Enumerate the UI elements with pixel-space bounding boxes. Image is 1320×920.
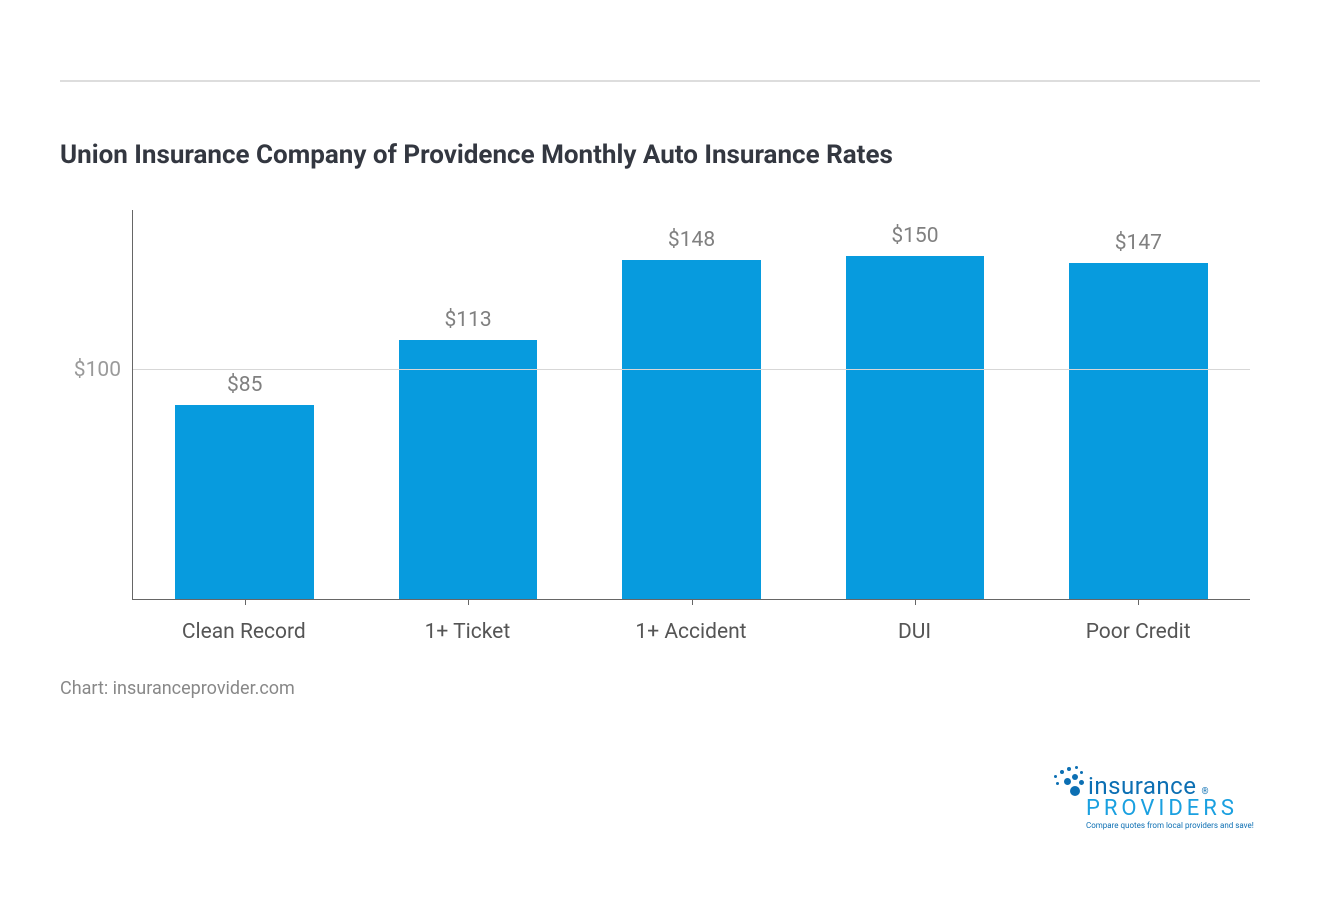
x-tick-mark — [245, 599, 246, 605]
x-axis-label: 1+ Ticket — [356, 610, 580, 650]
x-axis-label: DUI — [803, 610, 1027, 650]
bar-slot: $147 — [1027, 210, 1250, 599]
x-axis-label: Clean Record — [132, 610, 356, 650]
logo-dots-icon — [1050, 764, 1086, 800]
x-tick-mark — [692, 599, 693, 605]
plot-area: $85$113$148$150$147 $100 — [132, 210, 1250, 600]
x-tick-mark — [468, 599, 469, 605]
bars-row: $85 $113 $148 $150 $147 — [133, 210, 1250, 599]
bar — [399, 340, 538, 599]
gridline — [133, 369, 1250, 370]
bar-slot: $85 — [133, 210, 356, 599]
bar — [846, 256, 985, 599]
bar — [1069, 263, 1208, 599]
x-axis-label: Poor Credit — [1026, 610, 1250, 650]
bar — [622, 260, 761, 599]
bar — [175, 405, 314, 600]
x-axis-label: 1+ Accident — [579, 610, 803, 650]
chart-title: Union Insurance Company of Providence Mo… — [60, 140, 1260, 170]
bar-slot: $148 — [580, 210, 803, 599]
bar-value-label: $113 — [445, 308, 492, 332]
x-tick-mark — [915, 599, 916, 605]
bar-chart: $85$113$148$150$147 $100 Clean Record1+ … — [60, 210, 1260, 650]
chart-frame: Union Insurance Company of Providence Mo… — [60, 80, 1260, 699]
logo-row-1: insurance ® — [1050, 758, 1260, 800]
chart-credit: Chart: insuranceprovider.com — [60, 678, 1260, 699]
top-rule — [60, 80, 1260, 82]
bar-slot: $150 — [803, 210, 1026, 599]
brand-logo: insurance ® PROVIDERS Compare quotes fro… — [1050, 758, 1260, 830]
x-axis-labels: Clean Record1+ Ticket1+ AccidentDUIPoor … — [132, 610, 1250, 650]
logo-tagline: Compare quotes from local providers and … — [1050, 821, 1260, 830]
bar-value-label: $150 — [891, 224, 938, 248]
bar-value-label: $148 — [668, 228, 715, 252]
bar-value-label: $85 — [227, 373, 262, 397]
x-tick-mark — [1138, 599, 1139, 605]
y-tick-label: $100 — [74, 358, 121, 382]
bar-value-label: $147 — [1115, 231, 1162, 255]
bar-slot: $113 — [356, 210, 579, 599]
